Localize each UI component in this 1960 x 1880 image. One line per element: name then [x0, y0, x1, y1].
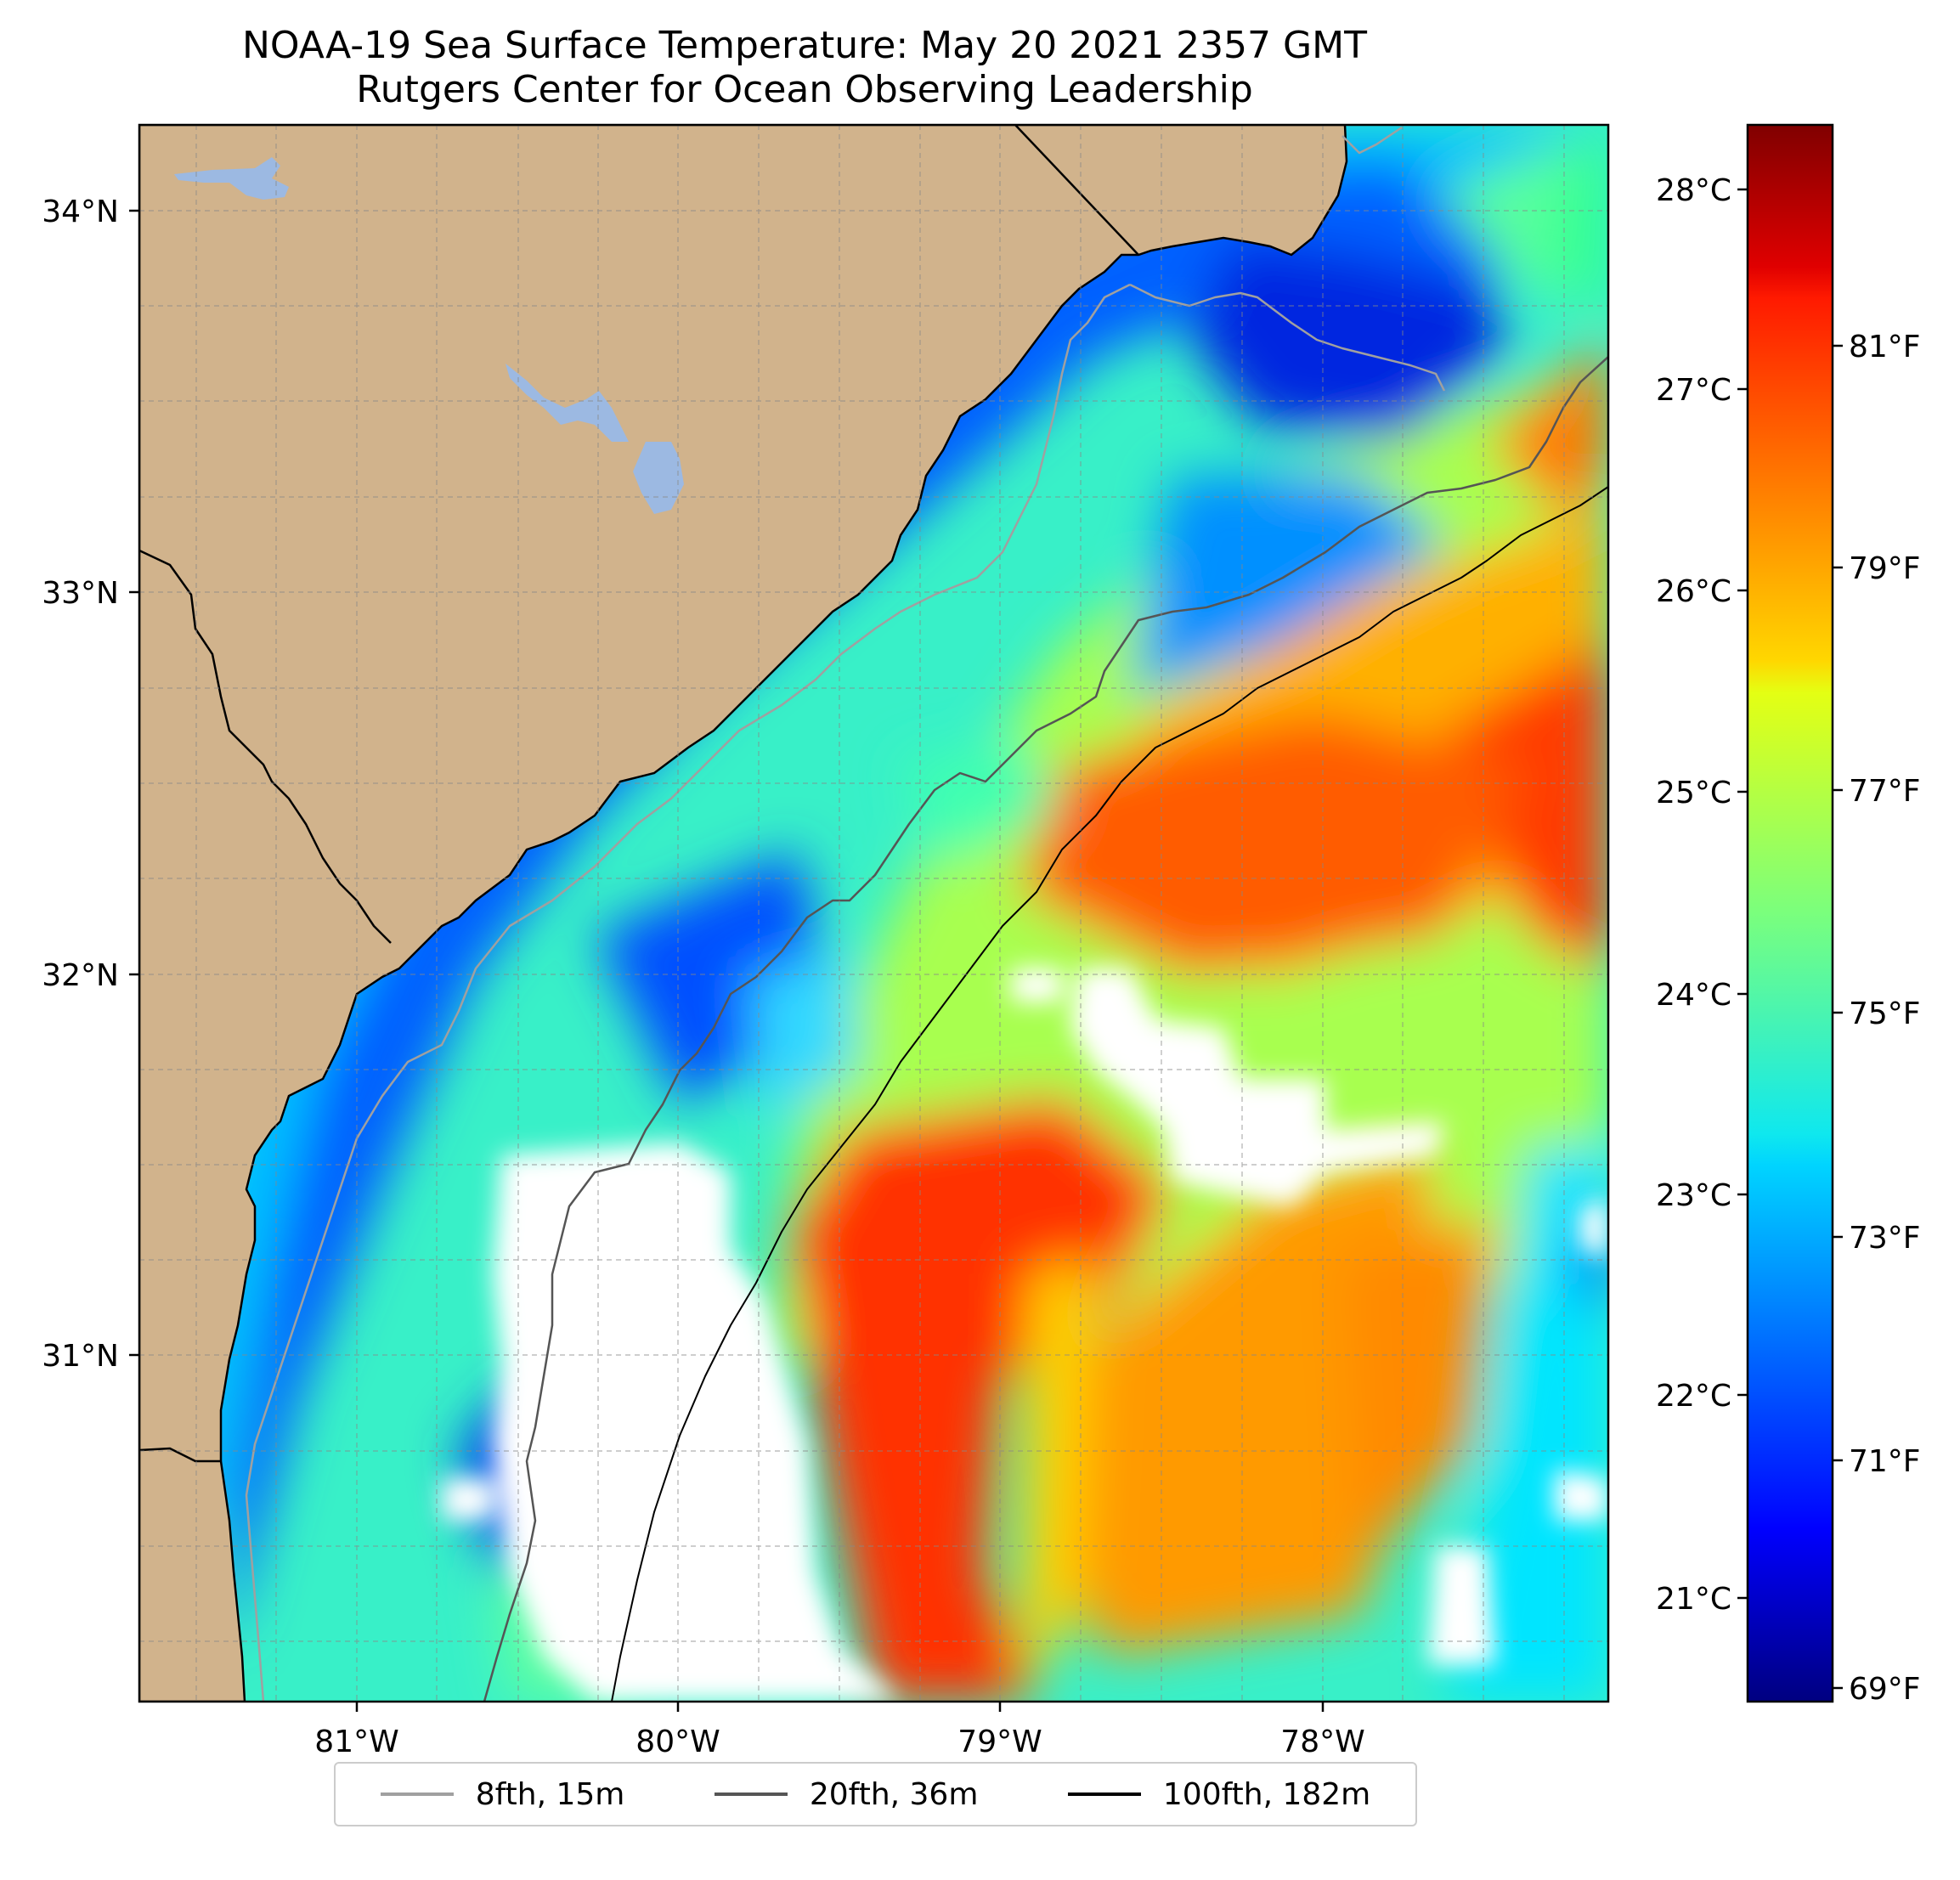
- isobath-20fth: [483, 356, 1608, 1702]
- lat-label: 33°N: [42, 576, 119, 611]
- colorbar-f-label: 77°F: [1849, 774, 1921, 809]
- map-subtitle: Rutgers Center for Ocean Observing Leade…: [356, 68, 1253, 111]
- colorbar-f-label: 81°F: [1849, 330, 1921, 364]
- legend-item-100fth: 100fth, 182m: [1067, 1776, 1371, 1812]
- colorbar: 28°C 27°C 26°C 25°C 24°C 23°C 22°C 21°C …: [1656, 123, 1921, 1707]
- gridlines: [139, 125, 1608, 1702]
- lon-label: 79°W: [957, 1725, 1042, 1759]
- colorbar-c-label: 26°C: [1656, 574, 1731, 609]
- colorbar-c-label: 22°C: [1656, 1379, 1731, 1414]
- colorbar-c-label: 27°C: [1656, 373, 1731, 408]
- lat-label: 34°N: [42, 195, 119, 229]
- colorbar-f-label: 71°F: [1849, 1444, 1921, 1479]
- lon-label: 78°W: [1280, 1725, 1364, 1759]
- colorbar-c-label: 21°C: [1656, 1582, 1731, 1617]
- map-title: NOAA-19 Sea Surface Temperature: May 20 …: [242, 24, 1367, 67]
- lat-labels: 34°N 33°N 32°N 31°N: [42, 195, 119, 1374]
- legend-line: [714, 1792, 788, 1796]
- isobath-8fth: [245, 126, 1446, 1702]
- lat-label: 32°N: [42, 958, 119, 993]
- land-mass: [139, 125, 1348, 1702]
- colorbar-f-label: 73°F: [1849, 1221, 1921, 1256]
- lat-label: 31°N: [42, 1339, 119, 1374]
- lon-label: 80°W: [635, 1725, 720, 1759]
- lakes: [174, 157, 684, 514]
- map-frame: [138, 123, 1610, 1703]
- state-borders: [139, 125, 1139, 1463]
- colorbar-f-label: 69°F: [1849, 1672, 1921, 1707]
- colorbar-gradient: [1746, 123, 1834, 1703]
- no-data-mask: [442, 968, 1608, 1702]
- isobath-legend: 8fth, 15m 20fth, 36m 100fth, 182m: [334, 1762, 1417, 1826]
- legend-item-8fth: 8fth, 15m: [380, 1776, 625, 1812]
- legend-line: [380, 1792, 454, 1796]
- axis-ticks: [129, 209, 1325, 1712]
- map-area: [139, 125, 1608, 1702]
- colorbar-c-label: 25°C: [1656, 776, 1731, 810]
- legend-item-20fth: 20fth, 36m: [714, 1776, 979, 1812]
- colorbar-c-label: 28°C: [1656, 173, 1731, 208]
- colorbar-c-label: 24°C: [1656, 978, 1731, 1013]
- lon-labels: 81°W 80°W 79°W 78°W: [314, 1725, 1364, 1759]
- legend-label: 100fth, 182m: [1162, 1776, 1371, 1812]
- colorbar-f-label: 75°F: [1849, 996, 1921, 1031]
- colorbar-f-label: 79°F: [1849, 551, 1921, 586]
- legend-label: 20fth, 36m: [809, 1776, 979, 1812]
- colorbar-c-label: 23°C: [1656, 1178, 1731, 1213]
- lon-label: 81°W: [314, 1725, 398, 1759]
- legend-line: [1067, 1792, 1141, 1796]
- legend-label: 8fth, 15m: [475, 1776, 625, 1812]
